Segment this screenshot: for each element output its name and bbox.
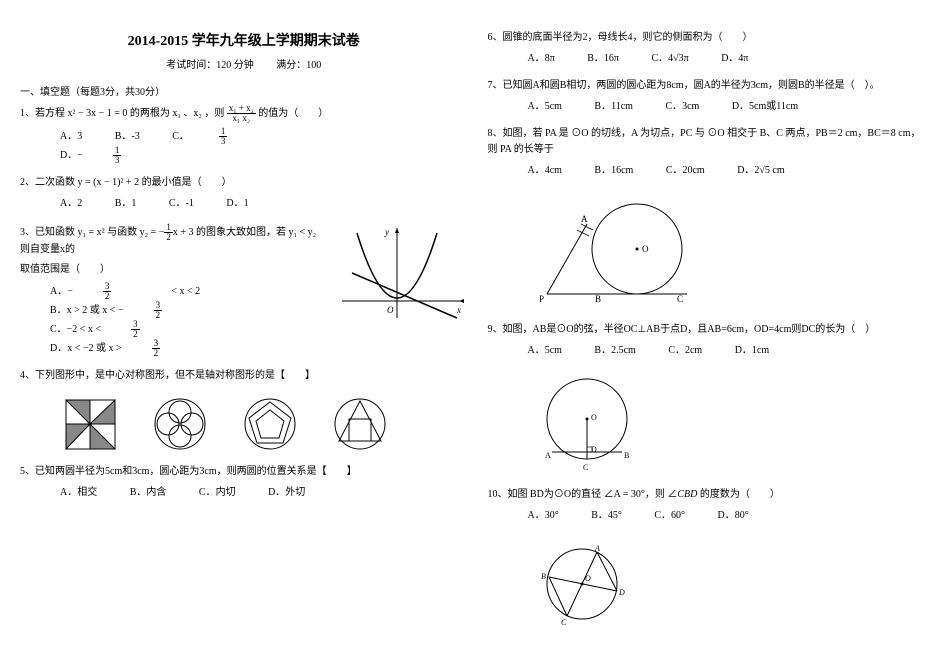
q4-shapes <box>60 394 467 454</box>
q10-opt-a: A．30° <box>527 507 558 525</box>
q9-options: A．5cm B．2.5cm C．2cm D．1cm <box>527 342 925 360</box>
svg-text:C: C <box>677 294 683 304</box>
q3-opt-c: C．−2 < x < 32 <box>50 320 200 339</box>
q3-opt-d: D．x < −2 或 x > 32 <box>50 339 220 358</box>
q5-opt-d: D．外切 <box>268 484 305 502</box>
q7-opt-c: C．3cm <box>665 98 699 116</box>
svg-text:A: A <box>594 544 600 553</box>
q5-opt-b: B．内含 <box>130 484 167 502</box>
svg-text:O: O <box>642 244 649 254</box>
q8-options: A．4cm B．16cm C．20cm D．2√5 cm <box>527 162 925 180</box>
q1-options: A．3 B．-3 C．13 D．−13 <box>60 127 467 165</box>
q8-opt-d: D．2√5 cm <box>737 162 784 180</box>
triangle-square-circle-icon <box>333 397 388 452</box>
question-7: 7、已知圆A和圆B相切，两圆的圆心距为8cm，圆A的半径为3cm，则圆B的半径是… <box>487 78 925 94</box>
q4-shape-d <box>330 394 390 454</box>
exam-subtitle: 考试时间：120 分钟 满分：100 <box>20 56 467 71</box>
svg-text:O: O <box>387 305 394 315</box>
q1-text-b: 的值为（ ） <box>258 108 328 119</box>
question-9: 9、如图，AB是⊙O的弦，半径OC⊥AB于点D，且AB=6cm，OD=4cm则D… <box>487 322 925 338</box>
svg-text:B: B <box>595 294 601 304</box>
q1-opt-b: B．-3 <box>115 128 140 146</box>
q9-opt-a: A．5cm <box>527 342 561 360</box>
q5-opt-c: C．内切 <box>199 484 236 502</box>
pinwheel-square-icon <box>63 397 118 452</box>
q3-opt-a: A．−32 < x < 2 <box>50 282 230 301</box>
q1-text-a: 1、若方程 x² − 3x − 1 = 0 的两根为 x₁ 、x₂ ，则 <box>20 108 224 119</box>
q9-figure: O D A B C <box>527 374 925 477</box>
q4-shape-a <box>60 394 120 454</box>
question-3-block: x y O 3、已知函数 y₁ = x² 与函数 y₂ = −12x + 3 的… <box>20 223 467 368</box>
q3-opt-b: B．x > 2 或 x < −32 <box>50 301 222 320</box>
svg-text:A: A <box>545 451 551 460</box>
question-10: 10、如图 BD为⊙O的直径 ∠A = 30°，则 ∠CBD 的度数为（ ） <box>487 487 925 503</box>
q8-figure: O A P B C <box>527 194 925 312</box>
question-4: 4、下列图形中，是中心对称图形，但不是轴对称图形的是【 】 <box>20 368 467 384</box>
q2-options: A．2 B．1 C．-1 D．1 <box>60 195 467 213</box>
q9-opt-c: C．2cm <box>668 342 702 360</box>
q6-options: A．8π B．16π C．4√3π D．4π <box>527 50 925 68</box>
exam-score: 满分：100 <box>276 60 321 71</box>
q3-graph: x y O <box>337 223 467 326</box>
q5-opt-a: A．相交 <box>60 484 97 502</box>
svg-text:P: P <box>539 294 544 304</box>
q7-options: A．5cm B．11cm C．3cm D．5cm或11cm <box>527 98 925 116</box>
parabola-line-graph-icon: x y O <box>337 223 467 323</box>
q7-opt-b: B．11cm <box>594 98 633 116</box>
svg-text:y: y <box>384 227 389 237</box>
q6-opt-c: C．4√3π <box>651 50 688 68</box>
pentagon-circle-icon <box>243 397 298 452</box>
q6-opt-b: B．16π <box>587 50 619 68</box>
q6-opt-d: D．4π <box>721 50 748 68</box>
q10-opt-d: D．80° <box>718 507 749 525</box>
left-column: 2014-2015 学年九年级上学期期末试卷 考试时间：120 分钟 满分：10… <box>20 30 477 657</box>
svg-text:B: B <box>624 451 629 460</box>
q1-opt-a: A．3 <box>60 128 82 146</box>
svg-text:O: O <box>591 413 597 422</box>
q10-opt-b: B．45° <box>591 507 622 525</box>
q9-opt-d: D．1cm <box>735 342 769 360</box>
q2-opt-c: C．-1 <box>169 195 194 213</box>
exam-time: 考试时间：120 分钟 <box>166 60 254 71</box>
q5-options: A．相交 B．内含 C．内切 D．外切 <box>60 484 467 502</box>
question-2: 2、二次函数 y = (x − 1)² + 2 的最小值是（ ） <box>20 175 467 191</box>
q7-opt-a: A．5cm <box>527 98 561 116</box>
question-8: 8、如图，若 PA 是 ⊙O 的切线，A 为切点，PC 与 ⊙O 相交于 B、C… <box>487 126 925 158</box>
svg-text:D: D <box>618 588 625 597</box>
tangent-secant-circle-icon: O A P B C <box>527 194 717 309</box>
svg-text:A: A <box>581 214 588 224</box>
q8-opt-b: B．16cm <box>594 162 633 180</box>
exam-title: 2014-2015 学年九年级上学期期末试卷 <box>20 30 467 50</box>
question-5: 5、已知两圆半径为5cm和3cm，圆心距为3cm，则两圆的位置关系是【 】 <box>20 464 467 480</box>
q1-opt-c: C．13 <box>172 127 287 146</box>
q10-options: A．30° B．45° C．60° D．80° <box>527 507 925 525</box>
q10-figure: O A B C D <box>527 539 925 632</box>
q2-opt-b: B．1 <box>115 195 137 213</box>
q6-opt-a: A．8π <box>527 50 554 68</box>
q4-shape-b <box>150 394 210 454</box>
section-1-header: 一、填空题（每题3分，共30分） <box>20 83 467 98</box>
q4-shape-c <box>240 394 300 454</box>
q1-opt-d: D．−13 <box>60 146 181 165</box>
q2-opt-a: A．2 <box>60 195 82 213</box>
chord-perpendicular-circle-icon: O D A B C <box>527 374 647 474</box>
q8-opt-a: A．4cm <box>527 162 561 180</box>
svg-text:C: C <box>583 463 588 472</box>
svg-text:B: B <box>541 572 546 581</box>
svg-text:x: x <box>456 305 461 315</box>
q1-frac: x₁ + x₂ x₁ x₂ <box>227 104 256 123</box>
question-6: 6、圆锥的底面半径为2，母线长4，则它的侧面积为（ ） <box>487 30 925 46</box>
q8-opt-c: C．20cm <box>666 162 705 180</box>
right-column: 6、圆锥的底面半径为2，母线长4，则它的侧面积为（ ） A．8π B．16π C… <box>477 30 925 657</box>
q7-opt-d: D．5cm或11cm <box>732 98 798 116</box>
q9-opt-b: B．2.5cm <box>594 342 635 360</box>
q2-opt-d: D．1 <box>226 195 248 213</box>
inscribed-angle-circle-icon: O A B C D <box>527 539 637 629</box>
question-1: 1、若方程 x² − 3x − 1 = 0 的两根为 x₁ 、x₂ ，则 x₁ … <box>20 104 467 123</box>
q10-opt-c: C．60° <box>654 507 685 525</box>
svg-text:C: C <box>561 618 567 627</box>
four-circles-icon <box>153 397 208 452</box>
